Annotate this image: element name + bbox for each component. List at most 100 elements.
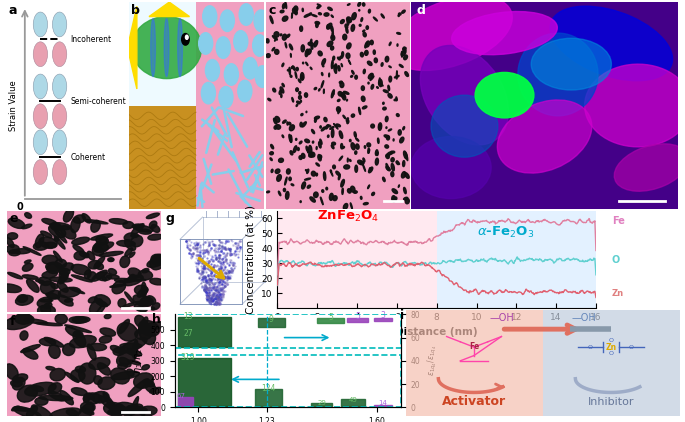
Ellipse shape [42, 255, 58, 264]
Text: Incoherent: Incoherent [71, 35, 112, 44]
Text: Zn: Zn [606, 343, 616, 352]
Ellipse shape [338, 66, 340, 71]
Ellipse shape [88, 272, 96, 280]
Ellipse shape [319, 155, 322, 158]
Ellipse shape [294, 6, 298, 11]
Ellipse shape [366, 41, 370, 47]
Ellipse shape [321, 197, 323, 205]
Y-axis label: $\eta_1/\eta_2$: $\eta_1/\eta_2$ [131, 348, 145, 374]
Ellipse shape [149, 221, 157, 228]
Ellipse shape [326, 187, 327, 190]
Ellipse shape [386, 127, 387, 128]
Circle shape [186, 35, 188, 39]
Ellipse shape [135, 315, 146, 327]
Bar [437, 211, 596, 308]
Ellipse shape [315, 22, 320, 24]
Ellipse shape [307, 49, 311, 54]
Ellipse shape [53, 251, 62, 262]
Ellipse shape [111, 410, 127, 415]
Ellipse shape [97, 300, 108, 307]
Ellipse shape [27, 406, 38, 417]
Ellipse shape [39, 237, 58, 249]
Ellipse shape [332, 90, 334, 98]
Ellipse shape [13, 249, 30, 254]
Ellipse shape [395, 76, 399, 78]
Ellipse shape [403, 47, 406, 53]
Circle shape [216, 37, 230, 58]
Ellipse shape [386, 135, 390, 140]
Ellipse shape [309, 146, 312, 154]
Ellipse shape [386, 154, 389, 159]
Ellipse shape [386, 166, 390, 171]
Ellipse shape [118, 299, 126, 307]
Ellipse shape [385, 56, 388, 62]
Ellipse shape [358, 107, 360, 114]
Ellipse shape [127, 349, 142, 356]
Ellipse shape [94, 243, 108, 252]
Ellipse shape [49, 277, 72, 282]
Ellipse shape [390, 151, 393, 154]
Ellipse shape [377, 87, 378, 88]
Ellipse shape [87, 344, 96, 360]
Text: 319: 319 [181, 353, 195, 362]
Ellipse shape [292, 66, 295, 70]
Ellipse shape [331, 46, 334, 50]
Ellipse shape [12, 406, 20, 411]
Ellipse shape [399, 137, 404, 143]
Ellipse shape [399, 13, 401, 15]
Ellipse shape [332, 142, 336, 145]
Ellipse shape [286, 34, 290, 38]
Ellipse shape [96, 272, 112, 281]
Circle shape [221, 10, 234, 32]
Bar [196, 2, 264, 106]
Ellipse shape [316, 23, 319, 27]
Ellipse shape [139, 229, 151, 234]
Ellipse shape [327, 41, 333, 46]
Ellipse shape [375, 150, 378, 155]
Ellipse shape [60, 226, 76, 239]
Ellipse shape [84, 270, 91, 279]
Ellipse shape [282, 135, 284, 138]
Ellipse shape [351, 114, 355, 117]
Ellipse shape [343, 203, 348, 210]
Ellipse shape [116, 402, 145, 418]
Ellipse shape [295, 11, 297, 15]
Text: O: O [588, 345, 593, 349]
Ellipse shape [82, 214, 91, 223]
Ellipse shape [25, 213, 32, 218]
Ellipse shape [388, 94, 393, 98]
Ellipse shape [95, 242, 114, 252]
Ellipse shape [282, 4, 285, 8]
Ellipse shape [368, 185, 370, 189]
Ellipse shape [108, 258, 114, 261]
Circle shape [52, 74, 67, 99]
Ellipse shape [127, 369, 134, 376]
Ellipse shape [39, 395, 73, 400]
Ellipse shape [347, 189, 351, 193]
Ellipse shape [322, 190, 324, 192]
Ellipse shape [89, 357, 110, 370]
Ellipse shape [42, 219, 57, 225]
Ellipse shape [139, 322, 167, 330]
Ellipse shape [23, 263, 33, 271]
Text: f: f [10, 315, 16, 328]
Ellipse shape [338, 99, 340, 102]
Ellipse shape [290, 75, 292, 77]
Ellipse shape [8, 272, 23, 279]
Ellipse shape [132, 340, 138, 358]
Text: Inhibitor: Inhibitor [588, 397, 634, 407]
Ellipse shape [363, 158, 365, 162]
Ellipse shape [148, 234, 163, 240]
Ellipse shape [336, 171, 340, 176]
Ellipse shape [305, 139, 310, 143]
Ellipse shape [99, 336, 112, 343]
Ellipse shape [147, 296, 155, 304]
Ellipse shape [20, 331, 28, 340]
Ellipse shape [278, 191, 281, 196]
Ellipse shape [40, 306, 55, 314]
Ellipse shape [316, 173, 318, 176]
Ellipse shape [363, 32, 366, 37]
Ellipse shape [74, 251, 86, 260]
Ellipse shape [398, 15, 399, 16]
Ellipse shape [340, 56, 342, 58]
